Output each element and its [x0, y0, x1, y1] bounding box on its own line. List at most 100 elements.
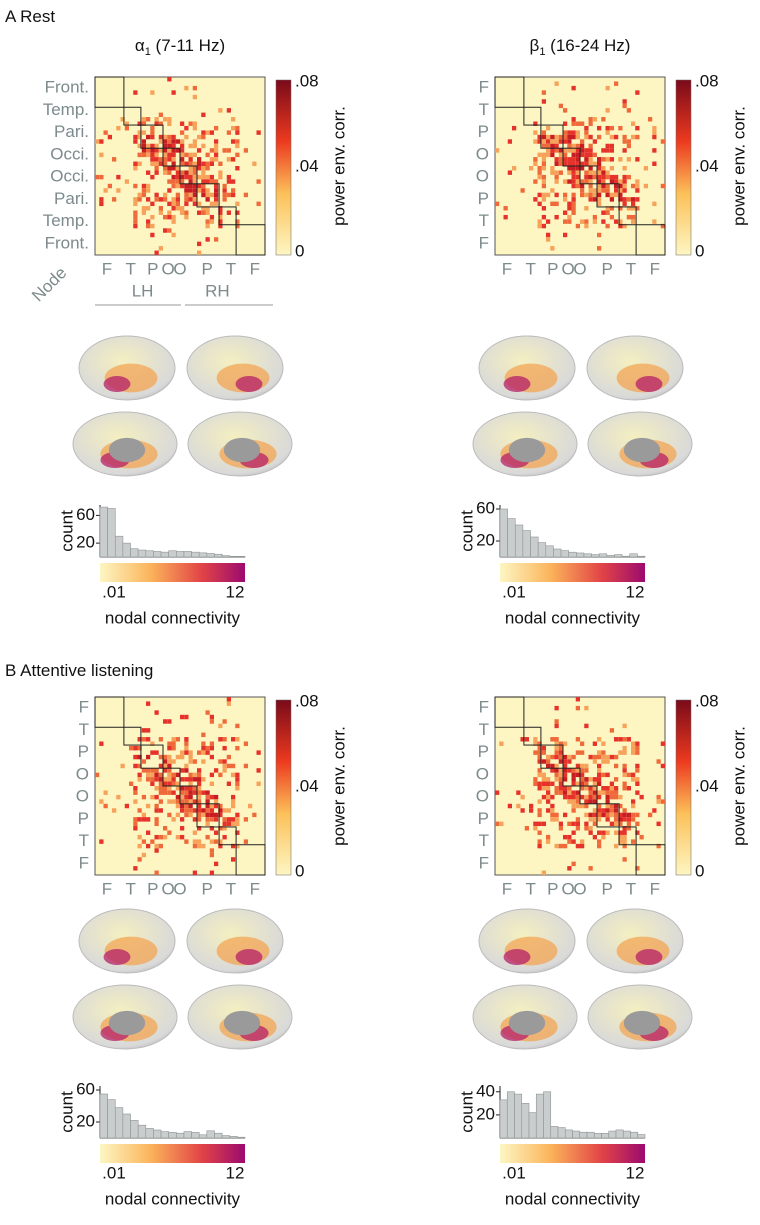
matrix-cell [205, 161, 210, 166]
histogram-bar [137, 549, 147, 558]
matrix-cell [192, 192, 197, 198]
matrix-cell [188, 790, 193, 795]
matrix-cell [605, 817, 610, 822]
matrix-cell [614, 777, 619, 782]
col-label: P [202, 259, 213, 278]
matrix-cell [226, 157, 231, 162]
matrix-cell [205, 179, 210, 184]
matrix-cell [209, 817, 214, 822]
matrix-cell [167, 157, 172, 162]
row-label: O [476, 167, 489, 186]
matrix-cell [592, 759, 597, 764]
matrix-cell [554, 134, 559, 140]
matrix-cell [605, 85, 610, 91]
matrix-cell [546, 839, 551, 844]
matrix-cell [546, 754, 551, 760]
matrix-cell [171, 772, 176, 778]
matrix-cell [631, 839, 636, 844]
matrix-cell [133, 90, 138, 95]
matrix-cell [546, 192, 551, 198]
matrix-cell [571, 206, 576, 211]
matrix-cell [622, 812, 627, 818]
matrix-cell [209, 161, 214, 166]
matrix-cell [541, 143, 546, 149]
matrix-cell [167, 741, 172, 746]
matrix-cell [622, 99, 627, 104]
matrix-cell [554, 763, 559, 769]
title-symbol: α [135, 36, 145, 55]
matrix-cell [618, 834, 623, 840]
matrix-cell [133, 219, 138, 224]
matrix-cell [205, 197, 210, 202]
matrix-cell [495, 201, 500, 207]
matrix-cell [563, 148, 568, 153]
matrix-cell [201, 732, 206, 738]
matrix-cell [231, 179, 236, 184]
col-label: F [102, 259, 112, 278]
matrix-cell [580, 148, 585, 153]
matrix-cell [146, 843, 151, 849]
matrix-cell [209, 157, 214, 162]
matrix-cell [597, 830, 602, 835]
matrix-cell [175, 799, 180, 804]
matrix-cell [205, 794, 210, 800]
connectivity-colorbar [100, 563, 245, 582]
activation-peak [103, 949, 131, 965]
colorbar-tick: 12 [626, 1163, 645, 1182]
matrix-cell [550, 170, 555, 175]
matrix-cell [192, 201, 197, 207]
matrix-cell [588, 192, 593, 198]
row-label: T [479, 720, 489, 739]
module-box [235, 844, 266, 876]
matrix-cell [205, 808, 210, 813]
matrix-cell [163, 143, 168, 149]
y-tick-label: 60 [476, 498, 495, 517]
matrix-cell [635, 812, 640, 818]
matrix-cell [571, 781, 576, 786]
y-tick-label: 20 [76, 1111, 95, 1130]
matrix-cell [618, 179, 623, 184]
matrix-cell [567, 157, 572, 162]
matrix-cell [218, 772, 223, 778]
matrix-cell [567, 214, 572, 220]
matrix-cell [622, 750, 627, 755]
row-label: P [478, 122, 489, 141]
matrix-cell [652, 148, 657, 153]
matrix-cell [150, 148, 155, 153]
matrix-cell [563, 834, 568, 840]
module-box [579, 165, 598, 185]
matrix-cell [622, 197, 627, 202]
matrix-cell [226, 808, 231, 813]
module-box [162, 147, 181, 167]
matrix-cell [175, 148, 180, 153]
colorbar-tick: 0 [295, 861, 304, 880]
matrix-cell [107, 183, 112, 189]
matrix-cell [222, 768, 227, 773]
matrix-cell [184, 161, 189, 166]
matrix-cell [146, 817, 151, 822]
matrix-cell [550, 166, 555, 171]
matrix-cell [541, 183, 546, 189]
matrix-cell [554, 745, 559, 751]
matrix-cell [575, 179, 580, 184]
matrix-cell [571, 157, 576, 162]
matrix-cell [133, 161, 138, 166]
matrix-cell [188, 192, 193, 198]
matrix-cell [137, 763, 142, 769]
matrix-cell [192, 772, 197, 778]
matrix-cell [550, 781, 555, 786]
matrix-cell [537, 772, 542, 778]
matrix-cell [609, 143, 614, 149]
matrix-cell [184, 745, 189, 751]
matrix-cell [158, 799, 163, 804]
matrix-cell [218, 219, 223, 224]
matrix-cell [622, 781, 627, 786]
matrix-cell [592, 214, 597, 220]
histogram-bar [530, 536, 539, 558]
matrix-cell [567, 799, 572, 804]
matrix-cell [184, 183, 189, 189]
matrix-cell [580, 741, 585, 746]
matrix-cell [558, 103, 563, 109]
matrix-cell [592, 197, 597, 202]
matrix-cell [150, 152, 155, 158]
